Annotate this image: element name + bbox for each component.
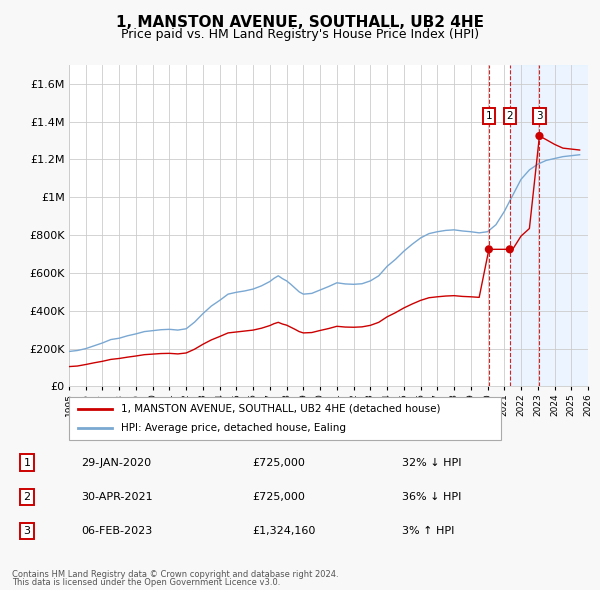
Text: £725,000: £725,000 [252, 458, 305, 467]
Text: Price paid vs. HM Land Registry's House Price Index (HPI): Price paid vs. HM Land Registry's House … [121, 28, 479, 41]
Text: 2: 2 [506, 112, 513, 122]
Point [484, 245, 494, 254]
FancyBboxPatch shape [69, 397, 501, 440]
Text: £725,000: £725,000 [252, 492, 305, 502]
Text: 30-APR-2021: 30-APR-2021 [81, 492, 152, 502]
Text: 1: 1 [485, 112, 492, 122]
Text: 3: 3 [536, 112, 543, 122]
Text: This data is licensed under the Open Government Licence v3.0.: This data is licensed under the Open Gov… [12, 578, 280, 587]
Text: 36% ↓ HPI: 36% ↓ HPI [402, 492, 461, 502]
Text: £1,324,160: £1,324,160 [252, 526, 316, 536]
Point [505, 245, 515, 254]
Text: 29-JAN-2020: 29-JAN-2020 [81, 458, 151, 467]
Text: 1, MANSTON AVENUE, SOUTHALL, UB2 4HE: 1, MANSTON AVENUE, SOUTHALL, UB2 4HE [116, 15, 484, 30]
Point [535, 131, 544, 140]
Text: HPI: Average price, detached house, Ealing: HPI: Average price, detached house, Eali… [121, 423, 346, 433]
Text: 1: 1 [23, 458, 31, 467]
Text: 06-FEB-2023: 06-FEB-2023 [81, 526, 152, 536]
Text: 1, MANSTON AVENUE, SOUTHALL, UB2 4HE (detached house): 1, MANSTON AVENUE, SOUTHALL, UB2 4HE (de… [121, 404, 440, 414]
Text: Contains HM Land Registry data © Crown copyright and database right 2024.: Contains HM Land Registry data © Crown c… [12, 571, 338, 579]
Bar [510, 65, 596, 386]
Text: 2: 2 [23, 492, 31, 502]
Text: 3% ↑ HPI: 3% ↑ HPI [402, 526, 454, 536]
Text: 3: 3 [23, 526, 31, 536]
Text: 32% ↓ HPI: 32% ↓ HPI [402, 458, 461, 467]
